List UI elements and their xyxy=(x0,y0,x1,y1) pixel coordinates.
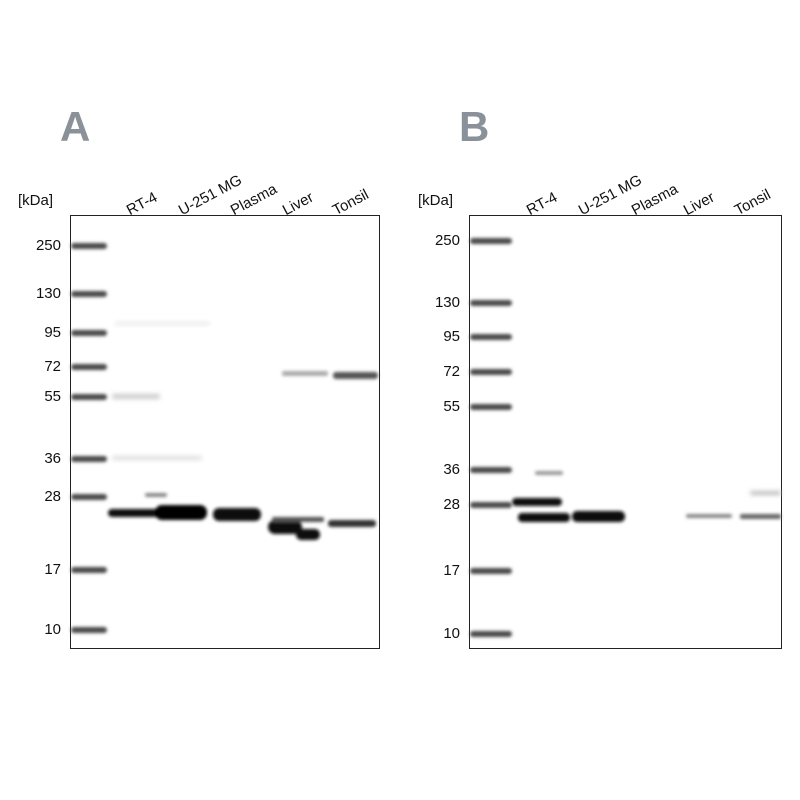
marker-label: 36 xyxy=(44,450,61,467)
ladder-band xyxy=(71,364,107,370)
panel-a-bands xyxy=(70,215,380,649)
ladder-band xyxy=(470,334,512,340)
band xyxy=(518,513,570,522)
ladder-band xyxy=(470,502,512,508)
ladder-band xyxy=(470,300,512,306)
panel-label: A xyxy=(60,103,90,150)
marker-label: 36 xyxy=(443,461,460,478)
marker-label: 55 xyxy=(44,388,61,405)
marker-label: 250 xyxy=(36,237,61,254)
band xyxy=(740,514,781,519)
marker-label: 10 xyxy=(44,621,61,638)
ladder-band xyxy=(71,567,107,573)
marker-label: 17 xyxy=(44,561,61,578)
band xyxy=(750,491,781,495)
membrane xyxy=(469,215,782,649)
band xyxy=(296,529,320,540)
band xyxy=(333,372,378,379)
ladder-band xyxy=(470,238,512,244)
band xyxy=(282,371,328,376)
ladder-band xyxy=(71,627,107,633)
band xyxy=(145,493,167,497)
unit-label: [kDa] xyxy=(18,192,53,209)
marker-label: 250 xyxy=(435,232,460,249)
ladder-band xyxy=(71,243,107,249)
marker-label: 10 xyxy=(443,625,460,642)
band xyxy=(213,508,261,521)
band xyxy=(112,456,202,460)
band xyxy=(572,511,625,522)
ladder-band xyxy=(71,330,107,336)
ladder-band xyxy=(470,404,512,410)
band xyxy=(686,514,732,518)
band xyxy=(272,517,324,522)
band xyxy=(112,394,160,399)
marker-label: 72 xyxy=(443,363,460,380)
band xyxy=(535,471,563,475)
ladder-band xyxy=(470,369,512,375)
panel-label: B xyxy=(459,103,489,150)
ladder-band xyxy=(71,456,107,462)
panel-b-bands xyxy=(469,215,782,649)
ladder-band xyxy=(71,291,107,297)
ladder-band xyxy=(71,494,107,500)
ladder-band xyxy=(71,394,107,400)
marker-label: 72 xyxy=(44,358,61,375)
marker-label: 28 xyxy=(443,496,460,513)
unit-label: [kDa] xyxy=(418,192,453,209)
ladder-band xyxy=(470,631,512,637)
band xyxy=(108,509,160,517)
band xyxy=(155,505,207,520)
marker-label: 95 xyxy=(44,324,61,341)
marker-label: 95 xyxy=(443,328,460,345)
ladder-band xyxy=(470,568,512,574)
marker-label: 130 xyxy=(36,285,61,302)
marker-label: 17 xyxy=(443,562,460,579)
marker-label: 55 xyxy=(443,398,460,415)
band xyxy=(328,520,376,527)
band xyxy=(115,322,210,325)
marker-label: 130 xyxy=(435,294,460,311)
membrane xyxy=(70,215,380,649)
band xyxy=(512,498,562,506)
ladder-band xyxy=(470,467,512,473)
band xyxy=(268,520,302,534)
marker-label: 28 xyxy=(44,488,61,505)
